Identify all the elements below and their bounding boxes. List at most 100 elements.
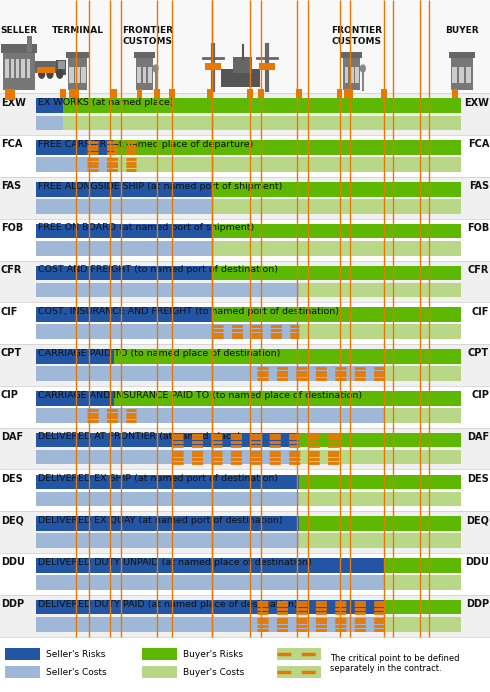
Bar	[299, 283, 461, 298]
Bar	[459, 68, 464, 83]
Bar	[137, 68, 141, 83]
Bar	[63, 116, 461, 130]
Bar	[205, 63, 221, 70]
Bar	[347, 89, 353, 98]
Bar	[452, 68, 457, 83]
Text: FCA: FCA	[467, 139, 489, 149]
Text: FCA: FCA	[1, 139, 23, 149]
Text: CARRIAGE PAID TO (to named place of destination): CARRIAGE PAID TO (to named place of dest…	[38, 349, 281, 358]
Bar	[36, 182, 212, 197]
Bar	[384, 575, 461, 590]
Bar	[36, 199, 212, 214]
Bar	[299, 432, 461, 447]
Text: DELIVERED AT FRONTIER (at named place): DELIVERED AT FRONTIER (at named place)	[38, 432, 241, 441]
Bar	[0, 553, 490, 595]
Bar	[143, 68, 147, 83]
Bar	[69, 68, 74, 83]
Text: CIF: CIF	[472, 307, 489, 316]
Bar	[0, 344, 490, 386]
Text: FREE ALONGSIDE SHIP (at named port of shipment): FREE ALONGSIDE SHIP (at named port of sh…	[38, 182, 283, 191]
Text: CARRIAGE AND INSURANCE PAID TO (to named place of destination): CARRIAGE AND INSURANCE PAID TO (to named…	[38, 390, 362, 399]
Text: Seller's Costs: Seller's Costs	[46, 668, 107, 677]
Text: CFR: CFR	[1, 265, 23, 275]
Text: EX WORKS (at named place): EX WORKS (at named place)	[38, 98, 174, 107]
Text: SELLER: SELLER	[0, 26, 37, 35]
Bar	[5, 648, 40, 660]
Bar	[142, 666, 177, 678]
Bar	[5, 59, 9, 78]
Bar	[142, 648, 177, 660]
Text: DELIVERED DUTY UNPAID (at named place of destination): DELIVERED DUTY UNPAID (at named place of…	[38, 558, 312, 567]
Bar	[114, 157, 461, 172]
Bar	[36, 325, 299, 339]
Bar	[207, 89, 213, 98]
Bar	[5, 666, 40, 678]
Bar	[296, 89, 302, 98]
Bar	[36, 140, 114, 155]
Bar	[277, 666, 321, 678]
Bar	[66, 52, 89, 58]
Bar	[212, 307, 461, 322]
Bar	[451, 55, 472, 90]
Bar	[0, 177, 490, 219]
Bar	[0, 428, 490, 469]
Text: EXW: EXW	[464, 98, 489, 108]
Bar	[37, 67, 55, 73]
Bar	[449, 52, 474, 58]
Text: DDP: DDP	[1, 599, 24, 609]
Circle shape	[360, 65, 365, 72]
Text: CIP: CIP	[1, 390, 19, 400]
Bar	[36, 534, 299, 548]
Bar	[60, 89, 66, 98]
Text: DEQ: DEQ	[1, 516, 24, 525]
Bar	[81, 68, 86, 83]
Bar	[0, 595, 490, 637]
Bar	[68, 55, 87, 90]
Bar	[0, 93, 490, 135]
Bar	[0, 44, 37, 53]
Text: DAF: DAF	[467, 432, 489, 442]
Bar	[384, 558, 461, 573]
Bar	[0, 386, 490, 428]
Bar	[384, 600, 461, 614]
Bar	[5, 89, 15, 100]
Text: DELIVERED EX QUAY (at named port of destination): DELIVERED EX QUAY (at named port of dest…	[38, 516, 283, 525]
Text: CIF: CIF	[1, 307, 18, 316]
Bar	[36, 491, 299, 507]
Text: DDU: DDU	[465, 557, 489, 567]
Bar	[299, 534, 461, 548]
Bar	[114, 140, 461, 155]
Bar	[56, 60, 66, 75]
Bar	[0, 0, 490, 93]
Bar	[212, 199, 461, 214]
Text: FOB: FOB	[467, 223, 489, 233]
Bar	[299, 491, 461, 507]
Text: FAS: FAS	[469, 181, 489, 191]
Text: CPT: CPT	[468, 348, 489, 358]
Bar	[154, 89, 160, 98]
Text: CIP: CIP	[471, 390, 489, 400]
Text: DDU: DDU	[1, 557, 25, 567]
Bar	[0, 469, 490, 511]
Text: FREE CARRIER (at named place of departure): FREE CARRIER (at named place of departur…	[38, 140, 254, 149]
Bar	[212, 182, 461, 197]
Text: Buyer's Risks: Buyer's Risks	[183, 650, 243, 659]
Text: FOB: FOB	[1, 223, 23, 233]
Text: FRONTIER
CUSTOMS: FRONTIER CUSTOMS	[122, 26, 173, 46]
Bar	[452, 89, 458, 98]
Bar	[36, 241, 212, 255]
Bar	[299, 325, 461, 339]
Bar	[36, 617, 384, 632]
Bar	[36, 475, 299, 489]
Bar	[36, 283, 299, 298]
Circle shape	[47, 70, 53, 78]
Text: DAF: DAF	[1, 432, 23, 442]
Bar	[337, 89, 343, 98]
Bar	[63, 98, 461, 113]
Bar	[69, 89, 74, 98]
Bar	[137, 89, 142, 98]
Text: CPT: CPT	[1, 348, 22, 358]
Text: BUYER: BUYER	[445, 26, 478, 35]
Text: DEQ: DEQ	[466, 516, 489, 525]
Bar	[0, 261, 490, 302]
